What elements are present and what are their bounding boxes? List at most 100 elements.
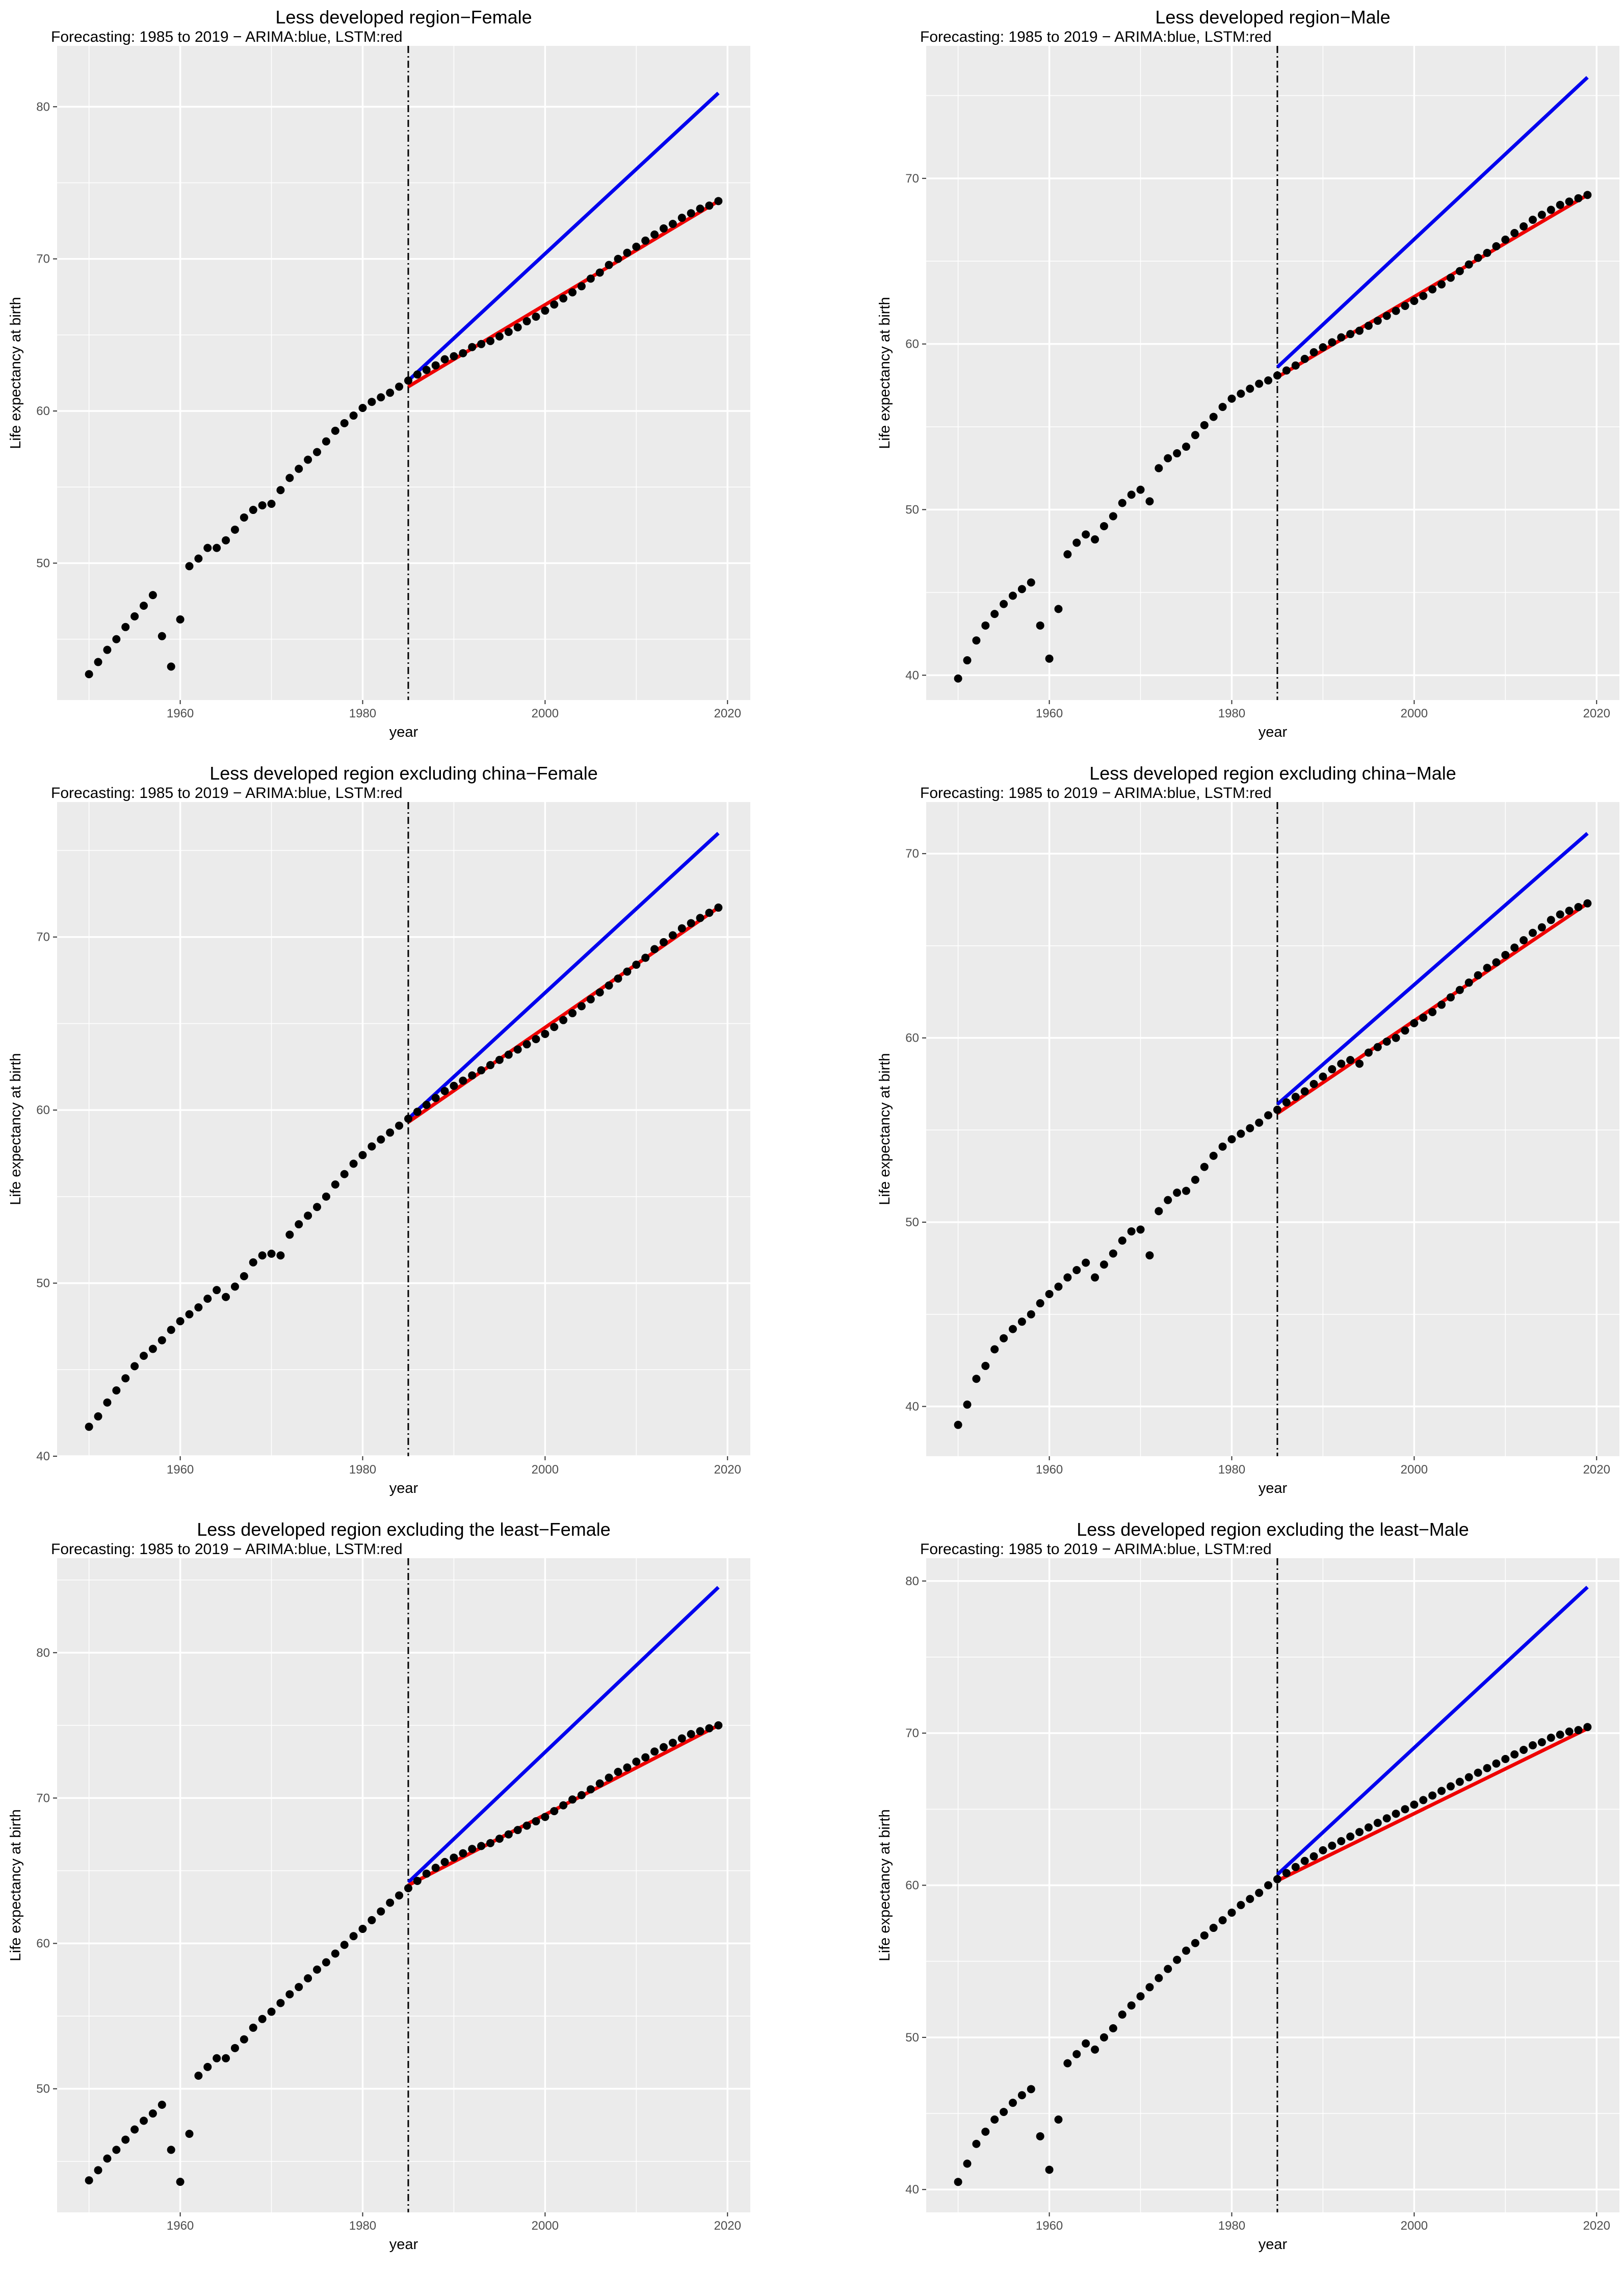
observed-point [1309, 1852, 1318, 1861]
observed-point [1164, 1196, 1172, 1204]
chart-panel-3: 1960 1980 2000 2020 40 50 60 70 Less developed r… [8, 763, 750, 1496]
y-tick-label: 60 [905, 338, 919, 351]
observed-point [304, 455, 312, 464]
observed-point [158, 1336, 166, 1345]
observed-point [632, 242, 641, 251]
observed-point [322, 1192, 330, 1201]
observed-point [486, 1839, 494, 1847]
y-axis-label: Life expectancy at birth [877, 297, 893, 449]
observed-point [696, 914, 704, 922]
y-tick-label: 50 [905, 1216, 919, 1229]
observed-point [395, 382, 404, 391]
observed-point [1419, 292, 1428, 300]
observed-point [340, 1941, 349, 1949]
observed-point [377, 1907, 385, 1916]
observed-point [1009, 2099, 1017, 2107]
observed-point [1045, 2165, 1054, 2174]
observed-point [1118, 2010, 1127, 2019]
observed-point [1082, 2039, 1090, 2048]
observed-point [486, 337, 494, 345]
observed-point [1017, 2091, 1026, 2100]
observed-point [431, 1094, 440, 1102]
observed-point [285, 1990, 294, 1999]
observed-point [1428, 1008, 1437, 1017]
observed-point [1474, 1768, 1482, 1777]
observed-point [94, 2166, 102, 2175]
observed-point [586, 995, 595, 1003]
observed-point [1392, 1034, 1400, 1042]
observed-point [1382, 1814, 1391, 1823]
observed-point [541, 1813, 549, 1821]
observed-point [595, 1779, 604, 1788]
observed-point [1565, 197, 1574, 206]
observed-point [963, 656, 972, 665]
observed-point [404, 376, 412, 385]
observed-point [714, 1721, 723, 1729]
observed-point [276, 1251, 285, 1260]
observed-point [1309, 348, 1318, 356]
observed-point [1282, 1869, 1291, 1877]
observed-point [1118, 499, 1127, 507]
y-tick-label: 80 [36, 1646, 50, 1660]
observed-point [1464, 978, 1473, 987]
observed-point [1082, 530, 1090, 539]
observed-point [1464, 260, 1473, 269]
observed-point [103, 646, 112, 654]
observed-point [1182, 1186, 1190, 1195]
observed-point [1255, 1889, 1264, 1897]
observed-point [349, 1932, 358, 1941]
observed-point [1164, 1965, 1172, 1973]
observed-point [705, 1724, 714, 1733]
observed-point [696, 1727, 704, 1736]
observed-point [1099, 1260, 1108, 1269]
observed-point [295, 464, 303, 473]
panel-subtitle: Forecasting: 1985 to 2019 − ARIMA:blue, … [51, 1541, 403, 1558]
observed-point [972, 636, 981, 645]
observed-point [577, 1002, 586, 1011]
y-tick-label: 60 [36, 1937, 50, 1951]
x-tick-label: 2020 [1583, 2219, 1610, 2233]
observed-point [1529, 216, 1537, 224]
y-tick-label: 70 [905, 847, 919, 861]
observed-point [322, 437, 330, 446]
observed-point [1355, 326, 1364, 335]
observed-point [1182, 1946, 1190, 1955]
y-tick-label: 50 [36, 1277, 50, 1290]
observed-point [1109, 512, 1117, 521]
observed-point [1583, 191, 1592, 199]
observed-point [623, 248, 632, 257]
observed-point [954, 1421, 962, 1429]
observed-point [541, 306, 549, 315]
observed-point [240, 513, 248, 522]
x-tick-label: 1960 [167, 707, 194, 720]
observed-point [1009, 1325, 1017, 1333]
observed-point [1392, 306, 1400, 315]
panel-title: Less developed region excluding china−Ma… [1089, 763, 1456, 784]
observed-point [1109, 2024, 1117, 2032]
arima-forecast-line [407, 1586, 720, 1884]
observed-point [1328, 338, 1337, 347]
observed-point [1401, 1026, 1409, 1035]
observed-point [1537, 211, 1546, 219]
observed-point [1209, 1924, 1218, 1932]
observed-point [1264, 376, 1273, 385]
observed-point [1017, 1318, 1026, 1326]
y-tick-label: 40 [36, 1450, 50, 1463]
observed-point [468, 1071, 477, 1080]
observed-point [431, 361, 440, 370]
observed-point [368, 1142, 376, 1151]
observed-point [167, 1326, 175, 1334]
observed-point [532, 1035, 540, 1044]
observed-point [340, 419, 349, 427]
observed-point [1063, 2059, 1072, 2068]
observed-point [532, 1817, 540, 1826]
observed-point [249, 1258, 257, 1267]
observed-point [650, 230, 659, 239]
observed-point [577, 282, 586, 291]
observed-point [240, 1272, 248, 1281]
observed-point [1291, 1863, 1300, 1871]
observed-point [677, 924, 686, 933]
observed-point [668, 1739, 677, 1747]
observed-point [440, 1857, 449, 1866]
observed-point [1419, 1796, 1428, 1804]
